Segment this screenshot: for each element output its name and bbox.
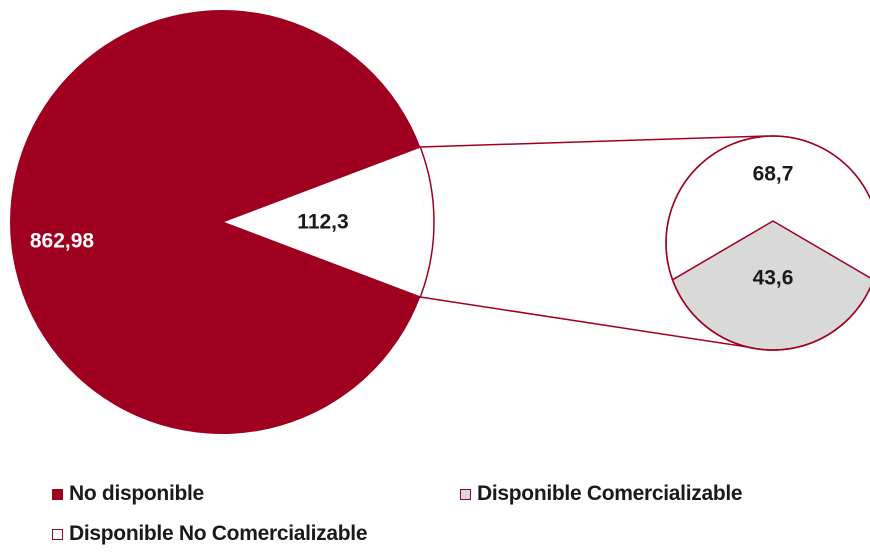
data-label-no-disponible: 862,98	[30, 230, 95, 253]
pie-of-pie-chart: 862,98 112,3 68,7 43,6	[10, 10, 870, 435]
legend-swatch-disponible-no-comercializable	[52, 528, 63, 540]
legend-swatch-disponible-comercializable	[460, 488, 471, 500]
slice-no-disponible	[10, 10, 421, 435]
legend-item-disponible-comercializable: Disponible Comercializable	[460, 482, 743, 506]
legend-label-no-disponible: No disponible	[69, 482, 204, 505]
connector-line-bottom	[420, 296, 768, 351]
legend-label-disponible-comercializable: Disponible Comercializable	[477, 482, 743, 505]
slice-disponible	[219, 146, 435, 298]
legend-item-disponible-no-comercializable: Disponible No Comercializable	[52, 522, 368, 546]
detail-pie-outline	[665, 135, 870, 351]
connector-line-top	[420, 135, 768, 148]
data-label-disponible-comercializable: 43,6	[753, 267, 794, 290]
legend-swatch-no-disponible	[52, 488, 63, 500]
data-label-disponible-no-comercializable: 68,7	[753, 163, 794, 186]
legend: No disponible Disponible Comercializable…	[0, 470, 870, 554]
legend-label-disponible-no-comercializable: Disponible No Comercializable	[69, 522, 368, 545]
legend-item-no-disponible: No disponible	[52, 482, 204, 506]
data-label-disponible: 112,3	[297, 211, 348, 234]
